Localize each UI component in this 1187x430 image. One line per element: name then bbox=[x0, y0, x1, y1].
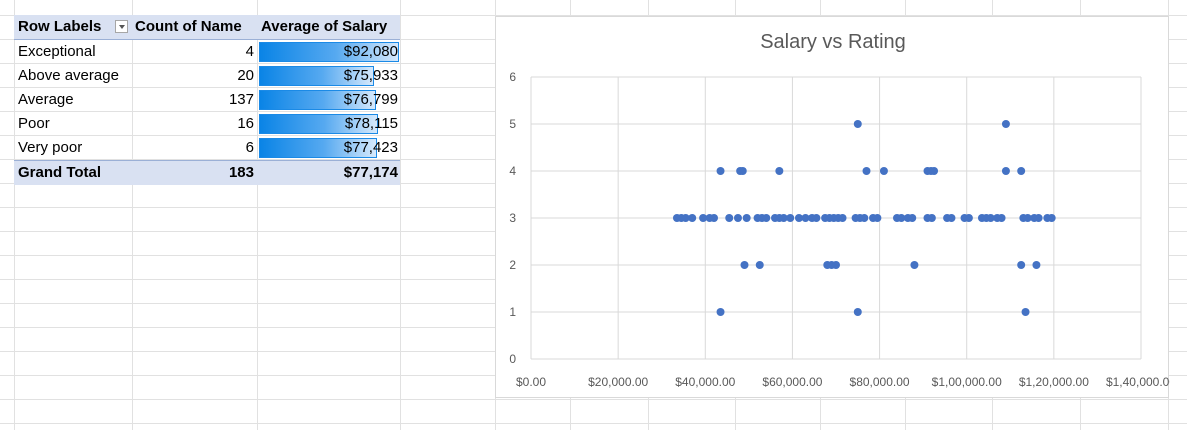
salary-data-bar bbox=[259, 66, 375, 86]
salary-data-bar bbox=[259, 90, 376, 110]
count-value: 137 bbox=[228, 91, 254, 108]
average-of-salary-header[interactable]: Average of Salary bbox=[261, 18, 388, 35]
pivot-row[interactable]: Very poor 6 $77,423 bbox=[14, 136, 400, 160]
data-point bbox=[716, 308, 725, 316]
data-point bbox=[1017, 167, 1026, 175]
y-tick-label: 2 bbox=[509, 258, 516, 272]
x-tick-label: $40,000.00 bbox=[675, 375, 735, 389]
data-point bbox=[879, 167, 888, 175]
row-label: Above average bbox=[18, 67, 119, 84]
data-point bbox=[1047, 214, 1056, 222]
data-point bbox=[710, 214, 718, 222]
row-label: Poor bbox=[18, 115, 50, 132]
data-point bbox=[775, 167, 784, 175]
average-salary-value: $77,423 bbox=[343, 139, 398, 156]
pivot-row[interactable]: Above average 20 $75,933 bbox=[14, 64, 400, 88]
data-point bbox=[733, 214, 742, 222]
data-point bbox=[1021, 308, 1030, 316]
data-point bbox=[986, 214, 995, 222]
pivot-row[interactable]: Average 137 $76,799 bbox=[14, 88, 400, 112]
data-point bbox=[681, 214, 690, 222]
count-value: 16 bbox=[237, 115, 254, 132]
pivot-header-row: Row Labels Count of Name Average of Sala… bbox=[14, 15, 400, 40]
data-point bbox=[699, 214, 708, 222]
data-point bbox=[838, 214, 847, 222]
grand-total-count: 183 bbox=[228, 164, 254, 181]
count-value: 6 bbox=[245, 139, 254, 156]
x-tick-label: $60,000.00 bbox=[762, 375, 822, 389]
pivot-row[interactable]: Exceptional 4 $92,080 bbox=[14, 40, 400, 64]
data-point bbox=[860, 214, 869, 222]
data-point bbox=[947, 214, 956, 222]
x-tick-label: $1,40,000.00 bbox=[1106, 375, 1170, 389]
data-point bbox=[1017, 261, 1026, 269]
data-point bbox=[910, 261, 919, 269]
data-point bbox=[801, 214, 810, 222]
row-labels-filter-dropdown-icon[interactable] bbox=[115, 20, 128, 33]
y-tick-label: 0 bbox=[509, 352, 516, 366]
data-point bbox=[794, 214, 803, 222]
data-point bbox=[740, 261, 749, 269]
row-labels-header[interactable]: Row Labels bbox=[18, 18, 102, 35]
count-value: 4 bbox=[245, 43, 254, 60]
salary-data-bar bbox=[259, 114, 378, 134]
x-tick-label: $1,00,000.00 bbox=[932, 375, 1002, 389]
data-point bbox=[1034, 214, 1043, 222]
scatter-chart[interactable]: Salary vs Rating 0 1 2 3 4 5 6 $0.00 $20,000.00… bbox=[495, 16, 1170, 399]
x-tick-label: $1,20,000.00 bbox=[1019, 375, 1089, 389]
y-tick-label: 5 bbox=[509, 117, 516, 131]
data-point bbox=[897, 214, 906, 222]
chart-title[interactable]: Salary vs Rating bbox=[760, 31, 906, 53]
data-point bbox=[779, 214, 788, 222]
x-tick-label: $80,000.00 bbox=[850, 375, 910, 389]
data-point bbox=[997, 214, 1006, 222]
row-label: Average bbox=[18, 91, 74, 108]
y-tick-label: 6 bbox=[509, 70, 516, 84]
data-point bbox=[755, 261, 764, 269]
data-point bbox=[1032, 261, 1041, 269]
average-salary-value: $78,115 bbox=[344, 115, 398, 132]
row-label: Exceptional bbox=[18, 43, 96, 60]
y-tick-label: 3 bbox=[509, 211, 516, 225]
data-point bbox=[853, 120, 862, 128]
data-point bbox=[1023, 214, 1032, 222]
grand-total-average: $77,174 bbox=[343, 164, 398, 181]
data-point bbox=[812, 214, 821, 222]
salary-data-bar bbox=[259, 138, 377, 158]
y-tick-label: 1 bbox=[509, 305, 516, 319]
data-point bbox=[1001, 120, 1010, 128]
average-salary-value: $76,799 bbox=[343, 91, 398, 108]
data-point bbox=[1001, 167, 1010, 175]
data-point bbox=[725, 214, 734, 222]
data-point bbox=[964, 214, 973, 222]
count-value: 20 bbox=[237, 67, 254, 84]
data-point bbox=[853, 308, 862, 316]
salary-data-bar bbox=[259, 42, 399, 62]
grand-total-label: Grand Total bbox=[18, 164, 102, 181]
data-point bbox=[738, 167, 747, 175]
data-point bbox=[873, 214, 882, 222]
data-point bbox=[930, 167, 939, 175]
x-tick-label: $0.00 bbox=[516, 375, 546, 389]
data-point bbox=[908, 214, 917, 222]
data-point bbox=[688, 214, 697, 222]
data-point bbox=[927, 214, 936, 222]
pivot-table[interactable]: Row Labels Count of Name Average of Sala… bbox=[14, 15, 400, 185]
data-point bbox=[742, 214, 751, 222]
row-label: Very poor bbox=[18, 139, 83, 156]
data-point bbox=[716, 167, 725, 175]
data-point bbox=[862, 167, 871, 175]
chart-plot-area[interactable]: 0 1 2 3 4 5 6 $0.00 $20,000.00 $40,000.00 $60,000… bbox=[496, 17, 1170, 399]
pivot-row[interactable]: Poor 16 $78,115 bbox=[14, 112, 400, 136]
pivot-grand-total-row[interactable]: Grand Total 183 $77,174 bbox=[14, 160, 400, 185]
x-tick-label: $20,000.00 bbox=[588, 375, 648, 389]
data-point bbox=[786, 214, 795, 222]
average-salary-value: $75,933 bbox=[343, 67, 398, 84]
average-salary-value: $92,080 bbox=[343, 43, 398, 60]
data-point bbox=[762, 214, 771, 222]
count-of-name-header[interactable]: Count of Name bbox=[135, 18, 242, 35]
y-tick-label: 4 bbox=[509, 164, 516, 178]
data-point bbox=[832, 261, 840, 269]
